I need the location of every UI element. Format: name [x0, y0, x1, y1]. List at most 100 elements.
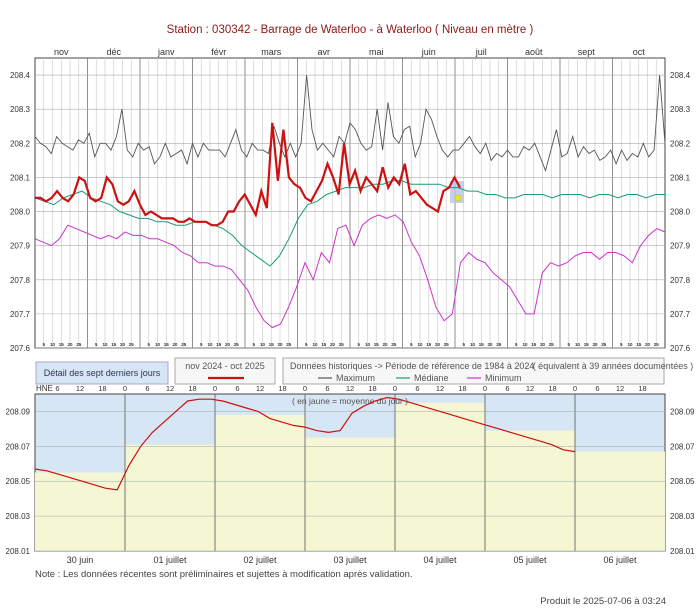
detail-y-tick-label: 208.03 — [670, 512, 695, 521]
main-month-label: avr — [317, 47, 330, 57]
detail-hour-tick-label: 12 — [76, 384, 84, 393]
detail-hour-tick-label: 12 — [346, 384, 354, 393]
detail-hour-tick-label: 6 — [505, 384, 509, 393]
main-y-tick-label: 208.0 — [670, 208, 691, 217]
detail-y-tick-label: 208.05 — [670, 477, 695, 486]
main-day-tick-label: 5 — [410, 342, 413, 347]
main-day-tick-label: 10 — [102, 342, 108, 347]
main-month-label: juil — [475, 47, 487, 57]
detail-y-tick-label: 208.07 — [670, 442, 695, 451]
detail-day-label: 05 juillet — [513, 555, 547, 565]
main-y-tick-label: 207.7 — [670, 310, 691, 319]
detail-hour-tick-label: 0 — [393, 384, 397, 393]
detail-hour-tick-label: 12 — [166, 384, 174, 393]
detail-hour-tick-label: 6 — [415, 384, 419, 393]
main-day-tick-label: 15 — [374, 342, 380, 347]
detail-day-label: 03 juillet — [333, 555, 367, 565]
footnote: Note : Les données récentes sont prélimi… — [35, 569, 413, 580]
main-day-tick-label: 10 — [627, 342, 633, 347]
main-day-tick-label: 25 — [181, 342, 187, 347]
detail-hour-tick-label: 0 — [303, 384, 307, 393]
detail-daily-mean-bar — [125, 444, 215, 551]
detail-hour-tick-label: 0 — [483, 384, 487, 393]
legend-recent-title: nov 2024 - oct 2025 — [185, 361, 265, 371]
main-y-tick-label: 207.8 — [10, 276, 31, 285]
main-y-tick-label: 208.4 — [10, 71, 31, 80]
main-y-tick-label: 208.2 — [670, 139, 691, 148]
detail-hour-tick-labels: 6 12 18 0 6 12 18 0 6 12 18 0 6 12 18 0 6 12 18 0 6 12 18 0 6 12 1… — [55, 384, 646, 393]
detail-y-tick-labels-left: 208.01 208.03 208.05 208.07 208.09 — [6, 407, 31, 556]
main-day-tick-label: 5 — [305, 342, 308, 347]
main-month-label: juin — [421, 47, 436, 57]
detail-hour-tick-label: 18 — [278, 384, 286, 393]
main-day-tick-label: 25 — [129, 342, 135, 347]
detail-day-labels: 30 juin 01 juillet 02 juillet 03 juillet 04 … — [67, 555, 637, 565]
main-month-label: janv — [157, 47, 175, 57]
main-y-tick-label: 208.1 — [10, 173, 31, 182]
main-day-tick-label: 20 — [277, 342, 283, 347]
main-day-tick-labels: 5 10 15 20 25 5 10 15 20 25 5 10 15 20 25 5 10 15 20 25 5 10 1… — [42, 342, 659, 347]
main-y-tick-label: 208.2 — [10, 139, 31, 148]
series-recent-line — [35, 122, 461, 227]
detail-hour-tick-label: 18 — [548, 384, 556, 393]
detail-hne-label: HNE — [36, 384, 53, 393]
main-day-tick-label: 15 — [584, 342, 590, 347]
main-day-tick-label: 25 — [654, 342, 660, 347]
detail-hour-tick-label: 12 — [436, 384, 444, 393]
detail-y-tick-labels-right: 208.01 208.03 208.05 208.07 208.09 — [670, 407, 695, 556]
detail-hour-tick-label: 18 — [98, 384, 106, 393]
main-day-tick-label: 10 — [207, 342, 213, 347]
main-month-label: nov — [54, 47, 69, 57]
detail-daily-mean-bar — [575, 451, 665, 551]
main-y-tick-label: 208.0 — [10, 208, 31, 217]
main-day-tick-label: 15 — [321, 342, 327, 347]
main-day-tick-label: 25 — [444, 342, 450, 347]
main-day-tick-label: 15 — [216, 342, 222, 347]
detail-hour-tick-label: 18 — [638, 384, 646, 393]
main-day-tick-label: 5 — [567, 342, 570, 347]
main-day-tick-label: 20 — [120, 342, 126, 347]
detail-hour-tick-label: 12 — [616, 384, 624, 393]
main-day-tick-label: 20 — [435, 342, 441, 347]
detail-hour-tick-label: 18 — [458, 384, 466, 393]
main-day-tick-label: 5 — [200, 342, 203, 347]
main-month-labels: nov déc janv févr mars avr mai juin juil août sept… — [54, 47, 645, 57]
main-day-tick-label: 5 — [42, 342, 45, 347]
main-day-tick-label: 5 — [95, 342, 98, 347]
main-day-tick-label: 15 — [479, 342, 485, 347]
main-y-tick-label: 207.9 — [10, 242, 31, 251]
detail-hour-tick-label: 6 — [145, 384, 149, 393]
detail-hour-tick-label: 0 — [573, 384, 577, 393]
detail-day-label: 30 juin — [67, 555, 94, 565]
main-y-tick-label: 208.1 — [670, 173, 691, 182]
main-day-tick-label: 20 — [382, 342, 388, 347]
detail-y-tick-label: 208.01 — [6, 547, 31, 556]
detail-hour-tick-label: 12 — [256, 384, 264, 393]
main-day-tick-label: 15 — [111, 342, 117, 347]
main-day-tick-label: 15 — [269, 342, 275, 347]
legend-recent-box — [174, 357, 276, 385]
detail-hour-tick-label: 0 — [213, 384, 217, 393]
detail-day-label: 04 juillet — [423, 555, 457, 565]
detail-daily-mean-bar — [485, 430, 575, 551]
main-y-tick-label: 208.3 — [670, 105, 691, 114]
detail-y-tick-label: 208.01 — [670, 547, 695, 556]
detail-y-tick-label: 208.05 — [6, 477, 31, 486]
main-day-tick-label: 5 — [252, 342, 255, 347]
main-day-tick-label: 5 — [147, 342, 150, 347]
detail-hour-tick-label: 6 — [55, 384, 59, 393]
main-day-tick-label: 25 — [601, 342, 607, 347]
main-day-tick-label: 5 — [620, 342, 623, 347]
main-day-tick-label: 20 — [225, 342, 231, 347]
legend-historical-equiv: ( équivalent à 39 années documentées ) — [533, 361, 694, 371]
detail-legend-note: ( en jaune = moyenne du jour ) — [292, 396, 408, 406]
main-y-tick-label: 208.3 — [10, 105, 31, 114]
detail-y-tick-label: 208.09 — [6, 407, 31, 416]
main-y-tick-label: 207.6 — [670, 344, 691, 353]
main-day-tick-label: 15 — [164, 342, 170, 347]
main-day-tick-label: 10 — [260, 342, 266, 347]
legend-detail-label: Détail des sept derniers jours — [44, 368, 161, 378]
series-minimum-line — [34, 214, 666, 329]
detail-level-line — [34, 396, 576, 491]
detail-daily-mean-bar — [305, 437, 395, 551]
